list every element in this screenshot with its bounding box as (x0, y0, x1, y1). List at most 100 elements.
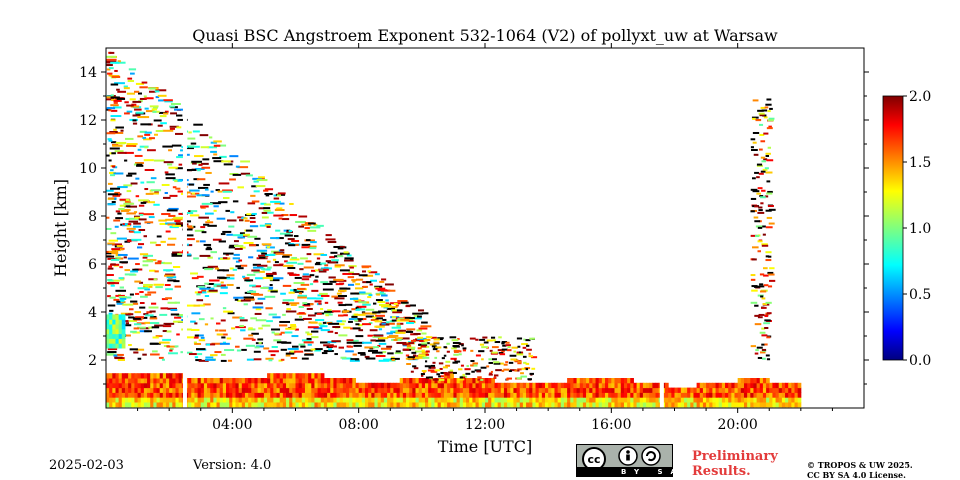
boundary-layer-cell (191, 397, 195, 403)
signal-fleck (412, 354, 417, 357)
boundary-layer-cell (229, 387, 233, 393)
boundary-layer-cell (330, 382, 334, 389)
cloud-fleck (761, 306, 767, 309)
signal-fleck (167, 307, 177, 310)
boundary-layer-cell (257, 402, 262, 408)
boundary-layer-cell (428, 378, 432, 384)
signal-fleck (219, 292, 228, 295)
signal-fleck (132, 122, 138, 125)
signal-fleck (363, 285, 368, 288)
boundary-layer-cell (608, 382, 612, 389)
signal-fleck (418, 343, 422, 346)
boundary-layer-cell (409, 397, 413, 403)
signal-fleck (288, 244, 296, 247)
signal-fleck (127, 77, 133, 80)
signal-fleck (127, 172, 137, 175)
boundary-layer-cell (538, 397, 543, 403)
boundary-layer-cell (513, 397, 518, 403)
signal-fleck (510, 358, 517, 361)
boundary-layer-cell (342, 402, 347, 408)
signal-fleck (161, 213, 171, 216)
signal-fleck (135, 162, 144, 165)
signal-fleck (132, 100, 142, 103)
signal-fleck (107, 295, 111, 298)
signal-fleck (381, 305, 392, 308)
signal-fleck (362, 341, 372, 344)
signal-fleck (248, 327, 253, 330)
cloud-fleck (754, 171, 760, 174)
signal-fleck (309, 226, 321, 229)
signal-fleck (249, 220, 256, 223)
signal-fleck (301, 339, 312, 342)
boundary-layer-cell (737, 402, 742, 408)
cloud-fleck (757, 250, 762, 253)
boundary-layer-cell (753, 387, 758, 393)
signal-fleck (226, 283, 234, 286)
boundary-layer-cell (586, 397, 590, 403)
boundary-layer-cell (374, 387, 379, 393)
signal-fleck (420, 373, 425, 376)
signal-fleck (121, 301, 126, 304)
boundary-layer-cell (693, 397, 698, 403)
signal-fleck (137, 287, 148, 290)
boundary-layer-cell (623, 387, 628, 393)
boundary-layer-cell (147, 397, 151, 403)
signal-fleck (219, 329, 227, 332)
signal-fleck (202, 158, 210, 161)
boundary-layer-cell (469, 402, 473, 408)
signal-fleck (391, 356, 395, 359)
boundary-layer-cell (380, 382, 385, 389)
boundary-layer-cell (560, 382, 565, 389)
signal-fleck (422, 356, 430, 359)
boundary-layer-cell (728, 382, 732, 389)
boundary-layer-cell (371, 382, 375, 389)
boundary-layer-cell (238, 387, 243, 393)
boundary-layer-cell (156, 392, 161, 398)
boundary-layer-cell (200, 402, 205, 408)
boundary-layer-cell (330, 378, 334, 384)
cloud-fleck (752, 190, 760, 193)
signal-fleck (133, 231, 141, 234)
boundary-layer-cell (267, 397, 271, 403)
signal-fleck (251, 212, 257, 215)
signal-fleck (525, 368, 529, 371)
boundary-layer-cell (339, 387, 344, 393)
boundary-layer-cell (355, 392, 360, 398)
signal-fleck (226, 233, 233, 236)
signal-fleck (143, 213, 155, 216)
signal-fleck (125, 137, 134, 140)
cloud-fleck (752, 99, 759, 102)
boundary-layer-cell (396, 397, 401, 403)
signal-fleck (531, 356, 538, 359)
cloud-fleck (759, 133, 765, 136)
boundary-layer-cell (554, 387, 559, 393)
boundary-layer-cell (731, 402, 736, 408)
signal-fleck (385, 321, 390, 324)
boundary-layer-cell (188, 402, 192, 408)
boundary-layer-cell (545, 397, 549, 403)
signal-fleck (137, 148, 142, 151)
boundary-layer-cell (241, 378, 246, 384)
boundary-layer-cell (532, 387, 537, 393)
signal-fleck (125, 198, 130, 201)
signal-fleck (245, 229, 253, 232)
signal-fleck (449, 369, 454, 372)
boundary-layer-cell (740, 397, 745, 403)
signal-fleck (149, 322, 160, 325)
signal-fleck (154, 270, 159, 273)
signal-fleck (290, 303, 297, 306)
signal-fleck (351, 315, 358, 318)
boundary-layer-cell (194, 397, 199, 403)
signal-fleck (417, 309, 425, 312)
boundary-layer-cell (623, 382, 628, 389)
cloud-fleck (753, 216, 759, 219)
signal-fleck (176, 114, 183, 117)
signal-fleck (378, 359, 390, 362)
boundary-layer-cell (124, 373, 129, 379)
cloud-fleck (766, 180, 771, 183)
boundary-layer-cell (706, 382, 710, 389)
boundary-layer-cell (554, 397, 559, 403)
signal-fleck (498, 352, 504, 355)
boundary-layer-cell (270, 397, 274, 403)
signal-fleck (375, 314, 385, 317)
